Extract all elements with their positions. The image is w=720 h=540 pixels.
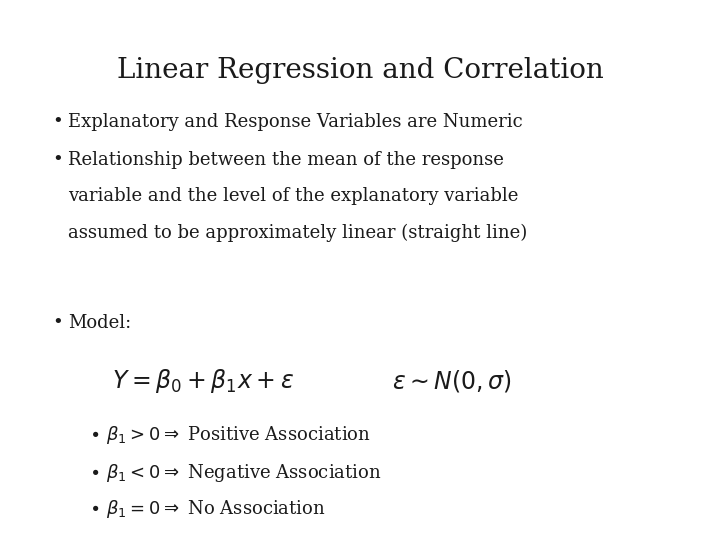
Text: $\bullet\ \beta_1 < 0 \Rightarrow$ Negative Association: $\bullet\ \beta_1 < 0 \Rightarrow$ Negat… (89, 462, 381, 483)
Text: $\bullet\ \beta_1 > 0 \Rightarrow$ Positive Association: $\bullet\ \beta_1 > 0 \Rightarrow$ Posit… (89, 424, 370, 446)
Text: •: • (52, 113, 63, 131)
Text: $Y = \beta_0 + \beta_1 x + \varepsilon$: $Y = \beta_0 + \beta_1 x + \varepsilon$ (112, 367, 294, 395)
Text: $\varepsilon \sim N(0,\sigma)$: $\varepsilon \sim N(0,\sigma)$ (392, 368, 513, 394)
Text: Model:: Model: (68, 314, 132, 332)
Text: Relationship between the mean of the response: Relationship between the mean of the res… (68, 151, 504, 169)
Text: $\bullet\ \beta_1 = 0 \Rightarrow$ No Association: $\bullet\ \beta_1 = 0 \Rightarrow$ No As… (89, 498, 325, 519)
Text: Linear Regression and Correlation: Linear Regression and Correlation (117, 57, 603, 84)
Text: variable and the level of the explanatory variable: variable and the level of the explanator… (68, 187, 519, 205)
Text: assumed to be approximately linear (straight line): assumed to be approximately linear (stra… (68, 224, 528, 242)
Text: •: • (52, 151, 63, 169)
Text: •: • (52, 314, 63, 332)
Text: Explanatory and Response Variables are Numeric: Explanatory and Response Variables are N… (68, 113, 523, 131)
